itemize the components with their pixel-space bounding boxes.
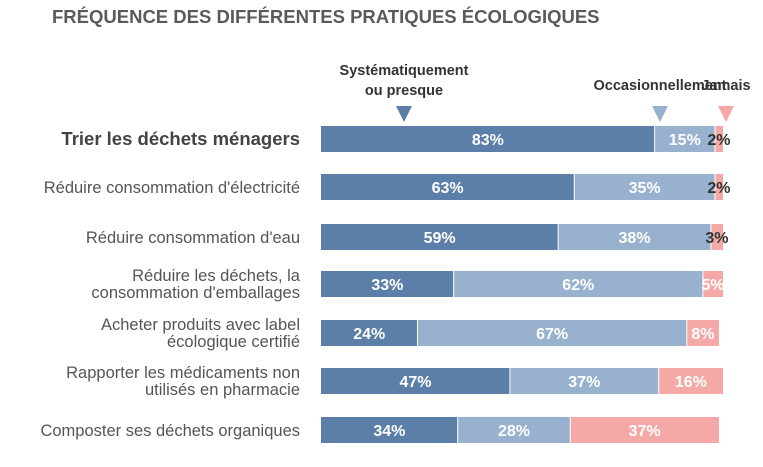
bar-segment	[321, 320, 418, 346]
category-label: Réduire consommation d'eau	[86, 229, 300, 247]
category-label: Composter ses déchets organiques	[40, 422, 300, 440]
legend-marker	[396, 106, 412, 122]
bar-segment	[654, 126, 715, 152]
legend-marker	[652, 106, 668, 122]
legend-label: Occasionnellement	[594, 78, 727, 94]
category-labels: Trier les déchets ménagers Réduire consom…	[40, 128, 300, 440]
value-label: 28%	[498, 423, 530, 440]
category-label: Trier les déchets ménagers	[61, 128, 300, 149]
legend: Systématiquement ou presque Occasionnellem…	[340, 63, 751, 122]
chart-title: FRÉQUENCE DES DIFFÉRENTES PRATIQUES ÉCOL…	[52, 6, 600, 27]
bar-segment	[558, 224, 711, 250]
bar-segment	[321, 417, 458, 443]
bar-segment	[714, 126, 723, 152]
value-label: 15%	[669, 132, 701, 149]
legend-label: Jamais	[701, 78, 750, 94]
value-label: 34%	[373, 423, 405, 440]
legend-marker	[718, 106, 734, 122]
bar-segment	[321, 174, 575, 200]
value-label: 83%	[472, 132, 504, 149]
category-label: écologique certifié	[167, 333, 300, 351]
value-label: 62%	[562, 277, 594, 294]
bar-segment	[321, 224, 559, 250]
value-label: 2%	[707, 132, 730, 149]
bar-segment	[574, 174, 715, 200]
category-label: utilisés en pharmacie	[145, 381, 300, 399]
bar-segment	[686, 320, 719, 346]
category-label: Réduire les déchets, la	[132, 267, 301, 285]
value-label: 8%	[691, 326, 714, 343]
bar-segment	[453, 271, 703, 297]
value-label: 63%	[432, 180, 464, 197]
bar-segment	[702, 271, 723, 297]
category-label: Acheter produits avec label	[101, 316, 300, 334]
bar-segment	[570, 417, 719, 443]
value-label: 2%	[707, 180, 730, 197]
bar-segment	[457, 417, 571, 443]
bar-segment	[710, 224, 723, 250]
value-label: 33%	[371, 277, 403, 294]
value-label: 5%	[701, 277, 724, 294]
value-label: 38%	[619, 230, 651, 247]
category-label: Réduire consommation d'électricité	[44, 179, 300, 197]
value-label: 47%	[399, 374, 431, 391]
bars: 83% 15% 2% 63% 35% 2% 59% 38% 3% 33% 62% 5% 24% 67% 8%…	[321, 126, 731, 443]
bar-segment	[321, 368, 510, 394]
bar-segment	[321, 271, 454, 297]
bar-segment	[509, 368, 659, 394]
bar-segment	[714, 174, 723, 200]
bar-segment	[658, 368, 723, 394]
legend-label: Systématiquement	[340, 63, 469, 79]
bar-segment	[417, 320, 687, 346]
value-label: 37%	[568, 374, 600, 391]
category-label: consommation d'emballages	[91, 284, 300, 302]
value-label: 37%	[629, 423, 661, 440]
value-label: 16%	[675, 374, 707, 391]
value-label: 35%	[629, 180, 661, 197]
legend-label: ou presque	[365, 83, 443, 99]
value-label: 3%	[705, 230, 728, 247]
value-label: 59%	[424, 230, 456, 247]
category-label: Rapporter les médicaments non	[66, 364, 300, 382]
value-label: 67%	[536, 326, 568, 343]
value-label: 24%	[353, 326, 385, 343]
bar-segment	[321, 126, 655, 152]
